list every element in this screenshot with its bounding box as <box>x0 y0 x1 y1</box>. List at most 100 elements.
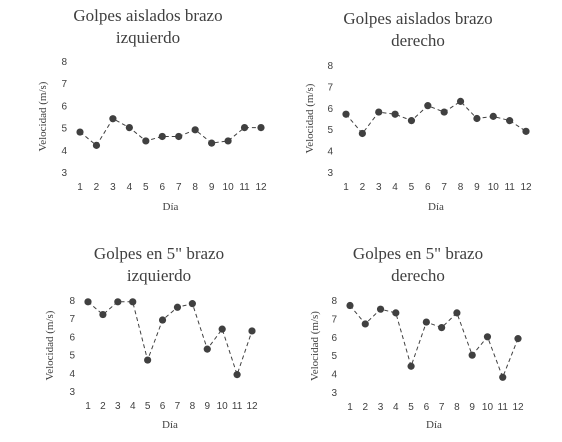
chart-2-data-point <box>391 110 399 118</box>
chart-4-ytick-label: 3 <box>331 388 337 399</box>
chart-1-data-point <box>224 137 232 145</box>
chart-2-title: Golpes aislados brazo derecho <box>298 8 538 52</box>
chart-1-title: Golpes aislados brazo izquierdo <box>28 5 268 49</box>
chart-3-series-line <box>87 301 253 377</box>
chart-1-xtick-label: 6 <box>159 182 165 193</box>
chart-4-xtick-label: 8 <box>454 402 460 413</box>
chart-2-xtick-label: 3 <box>376 182 382 193</box>
chart-4-data-point <box>483 333 492 341</box>
chart-4-xtick-label: 7 <box>439 402 445 413</box>
chart-4-data-point <box>438 324 446 332</box>
chart-4-xtick-label: 9 <box>469 402 475 413</box>
chart-2-title-line-1: Golpes aislados brazo <box>343 9 493 28</box>
chart-3-xtick-label: 5 <box>145 401 151 412</box>
chart-1-data-point <box>208 139 216 147</box>
chart-4-data-point <box>346 301 354 310</box>
chart-4-ytick-label: 4 <box>331 370 337 381</box>
chart-3-ytick-label: 8 <box>69 296 75 307</box>
chart-2-y-axis-label: Velocidad (m/s) <box>304 83 316 153</box>
chart-3-data-point <box>248 327 256 335</box>
chart-3-data-point <box>158 316 167 324</box>
chart-3-xtick-label: 6 <box>160 401 166 412</box>
chart-1-data-point <box>142 137 150 145</box>
chart-2-xtick-label: 4 <box>392 182 398 193</box>
chart-1-title-line-2: izquierdo <box>115 28 181 47</box>
chart-1-title-line-1: Golpes aislados brazo <box>73 6 223 25</box>
chart-1-ytick-label: 4 <box>61 146 67 157</box>
chart-3-xtick-label: 3 <box>115 401 121 412</box>
chart-3-y-axis-label: Velocidad (m/s) <box>44 310 56 380</box>
chart-1-series-line <box>79 118 261 147</box>
chart-2-xtick-label: 5 <box>409 182 415 193</box>
chart-2-ytick-label: 3 <box>327 168 333 179</box>
chart-3-x-axis-label: Día <box>162 419 178 431</box>
chart-2-ytick-label: 6 <box>327 104 333 115</box>
chart-4-ytick-label: 5 <box>331 351 337 362</box>
chart-3-title-line-1: Golpes en 5" brazo <box>93 244 225 263</box>
chart-4-data-point <box>468 351 476 359</box>
chart-1-data-point <box>257 124 265 132</box>
chart-2-data-point <box>375 108 383 116</box>
chart-4-xtick-label: 1 <box>347 402 353 413</box>
chart-1-xtick-label: 1 <box>77 182 83 193</box>
chart-1-data-point <box>92 141 101 149</box>
chart-2-data-point <box>522 127 530 135</box>
chart-4-xtick-label: 6 <box>424 402 430 413</box>
chart-3-xtick-label: 8 <box>190 401 196 412</box>
chart-4-data-point <box>422 318 430 326</box>
chart-3-data-point <box>188 300 196 308</box>
chart-4-xtick-label: 10 <box>482 402 494 413</box>
chart-3-ytick-label: 7 <box>69 314 75 325</box>
chart-3-ytick-label: 6 <box>69 332 75 343</box>
chart-4-data-point <box>376 305 385 313</box>
chart-2-data-point <box>456 97 465 105</box>
chart-3-ytick-label: 3 <box>69 387 75 398</box>
chart-4-title-line-1: Golpes en 5" brazo <box>352 244 484 263</box>
chart-1-data-point <box>125 124 133 132</box>
chart-4-xtick-label: 11 <box>498 402 509 413</box>
chart-3-ytick-label: 4 <box>69 369 75 380</box>
chart-2-title-line-2: derecho <box>391 31 445 50</box>
chart-3-xtick-label: 11 <box>232 401 243 412</box>
chart-2-ytick-label: 8 <box>327 61 333 72</box>
chart-3-xtick-label: 7 <box>175 401 181 412</box>
chart-2-data-point <box>358 129 366 138</box>
chart-1-x-axis-label: Día <box>163 201 179 213</box>
chart-3-title: Golpes en 5" brazo izquierdo <box>39 243 279 287</box>
chart-2-series-line <box>345 100 527 135</box>
chart-1-xtick-label: 9 <box>209 182 215 193</box>
chart-4-xtick-label: 4 <box>393 402 399 413</box>
chart-1-xtick-label: 2 <box>94 182 100 193</box>
chart-4-data-point <box>453 309 461 317</box>
chart-4-ytick-label: 7 <box>331 314 337 325</box>
chart-4-title: Golpes en 5" brazo derecho <box>298 243 538 287</box>
chart-2-data-point <box>407 117 416 125</box>
chart-4-xtick-label: 2 <box>362 402 368 413</box>
chart-3-data-point <box>218 325 226 333</box>
chart-3-xtick-label: 10 <box>217 401 229 412</box>
chart-1-data-point <box>240 124 249 132</box>
chart-1-data-point <box>109 115 117 123</box>
chart-1-xtick-label: 3 <box>110 182 116 193</box>
chart-3-data-point <box>84 298 92 306</box>
chart-3-xtick-label: 4 <box>130 401 136 412</box>
chart-4-series-line <box>349 305 519 379</box>
chart-4-data-point <box>361 320 369 328</box>
chart-2-data-point <box>424 102 432 110</box>
chart-3-data-point <box>173 303 182 311</box>
chart-1-ytick-label: 6 <box>61 101 67 112</box>
chart-4-data-point <box>514 335 522 343</box>
chart-2-xtick-label: 9 <box>474 182 480 193</box>
chart-2-xtick-label: 1 <box>343 182 349 193</box>
chart-3-xtick-label: 12 <box>246 401 258 412</box>
chart-1-xtick-label: 8 <box>192 182 198 193</box>
chart-2-xtick-label: 8 <box>458 182 464 193</box>
chart-2-data-point <box>506 117 514 125</box>
chart-4-data-point <box>392 309 400 317</box>
chart-1-xtick-label: 12 <box>255 182 267 193</box>
chart-4-x-axis-label: Día <box>426 419 442 431</box>
chart-3-data-point <box>203 345 211 353</box>
chart-1-ytick-label: 8 <box>61 57 67 68</box>
chart-3-data-point <box>129 298 137 306</box>
chart-3-ytick-label: 5 <box>69 351 75 362</box>
